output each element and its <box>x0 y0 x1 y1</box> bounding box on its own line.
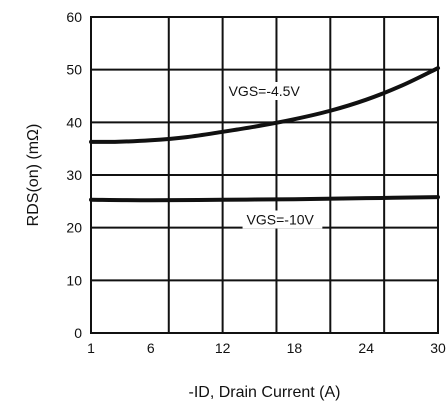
x-tick-label: 12 <box>215 340 231 356</box>
y-tick-label: 30 <box>66 167 82 183</box>
series-label: VGS=-4.5V <box>229 83 301 99</box>
y-tick-label: 50 <box>66 62 82 78</box>
x-tick-label: 24 <box>358 340 374 356</box>
x-axis-title: -ID, Drain Current (A) <box>188 384 340 401</box>
y-tick-label: 10 <box>66 272 82 288</box>
x-tick-label: 1 <box>87 340 95 356</box>
grid <box>90 16 439 334</box>
series-group: VGS=-4.5V VGS=-10V <box>89 66 440 229</box>
y-tick-label: 60 <box>66 9 82 25</box>
y-tick-label: 0 <box>74 325 82 341</box>
series-label-background <box>224 82 308 100</box>
y-tick-label: 40 <box>66 114 82 130</box>
series-label: VGS=-10V <box>247 212 315 228</box>
x-tick-label: 30 <box>430 340 446 356</box>
x-tick-labels: 1 6 12 18 24 30 <box>87 340 446 356</box>
y-tick-label: 20 <box>66 220 82 236</box>
y-axis-title: RDS(on) (mΩ) <box>25 124 42 227</box>
x-tick-label: 18 <box>287 340 303 356</box>
plot-frame <box>90 16 439 334</box>
series-line-vgs-10v <box>89 195 440 203</box>
series-line-vgs-4-5v <box>89 66 440 144</box>
x-tick-label: 6 <box>147 340 155 356</box>
y-tick-labels: 0 10 20 30 40 50 60 <box>66 9 82 341</box>
series-label-background <box>242 210 323 229</box>
